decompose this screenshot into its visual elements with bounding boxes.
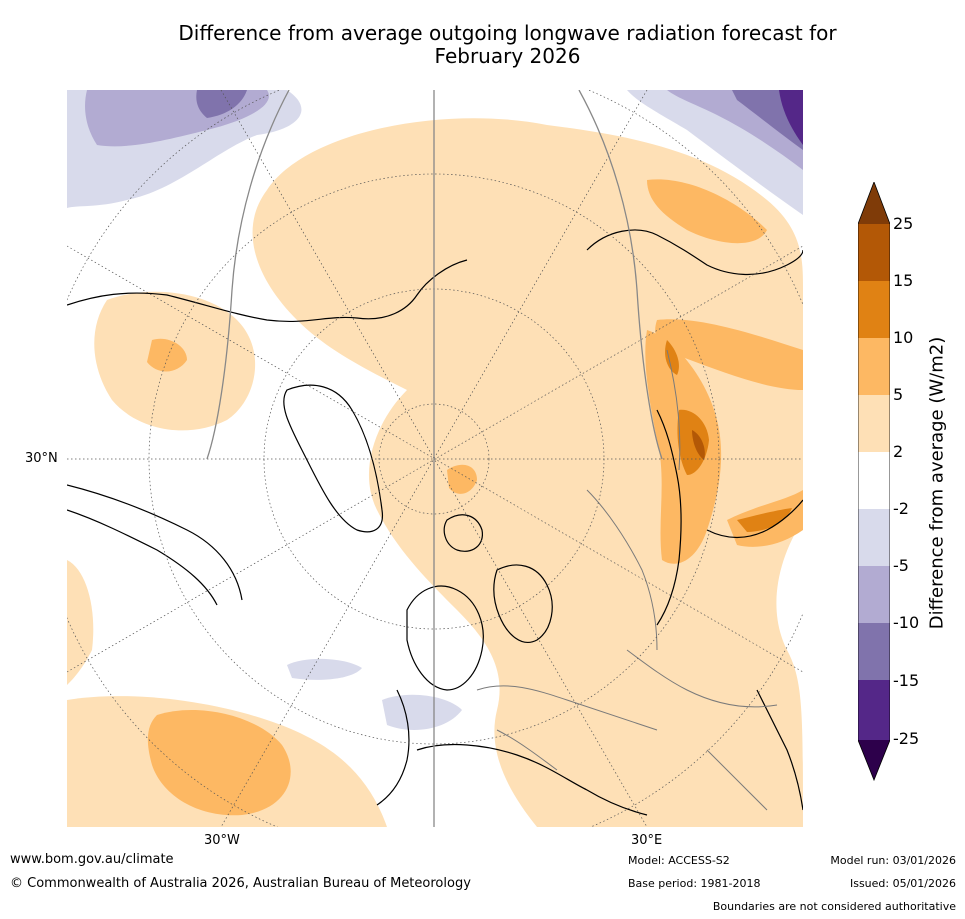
boundaries-disclaimer: Boundaries are not considered authoritat… — [712, 900, 956, 913]
colorbar-tick-5: 5 — [893, 385, 904, 404]
colorbar-bin-neg15-neg25 — [858, 680, 890, 740]
colorbar-min-arrow — [858, 740, 890, 780]
website-link[interactable]: www.bom.gov.au/climate — [10, 852, 174, 867]
colorbar-tick-neg5: -5 — [893, 556, 909, 575]
colorbar-title: Difference from average (W/m2) — [926, 336, 948, 630]
colorbar-bin-neutral — [858, 452, 890, 509]
colorbar-tick-15: 15 — [893, 271, 914, 290]
country-boundaries — [476, 349, 778, 811]
colorbar-tick-neg10: -10 — [893, 613, 920, 632]
negative-anomaly-regions — [67, 90, 803, 730]
copyright-text: © Commonwealth of Australia 2026, Austra… — [10, 876, 471, 891]
model-label: Model: ACCESS-S2 — [628, 854, 730, 867]
polar-map — [67, 90, 803, 827]
colorbar — [857, 180, 891, 782]
colorbar-bin-15-25 — [858, 224, 890, 281]
base-period-label: Base period: 1981-2018 — [628, 877, 761, 890]
colorbar-max-arrow — [858, 182, 890, 224]
lon-label-30w: 30°W — [204, 833, 240, 848]
colorbar-tick-2: 2 — [893, 442, 904, 461]
colorbar-bin-neg10-neg15 — [858, 623, 890, 680]
issued-label: Issued: 05/01/2026 — [849, 877, 956, 890]
colorbar-tick-neg25: -25 — [893, 729, 920, 748]
colorbar-bin-neg2-neg5 — [858, 509, 890, 566]
colorbar-tick-neg2: -2 — [893, 499, 909, 518]
colorbar-tick-25: 25 — [893, 214, 914, 233]
map-title-line2: February 2026 — [434, 44, 581, 68]
lat-label-30n: 30°N — [25, 451, 58, 466]
colorbar-tick-neg15: -15 — [893, 671, 920, 690]
map-title-line1: Difference from average outgoing longwav… — [178, 21, 837, 45]
colorbar-bin-neg5-neg10 — [858, 566, 890, 623]
colorbar-tick-10: 10 — [893, 328, 914, 347]
model-run-label: Model run: 03/01/2026 — [830, 854, 956, 867]
colorbar-bin-2-5 — [858, 395, 890, 452]
map-title: Difference from average outgoing longwav… — [100, 22, 915, 68]
graticule-solid — [206, 90, 663, 827]
lon-label-30e: 30°E — [631, 833, 663, 848]
positive-anomaly-regions — [67, 118, 803, 827]
colorbar-bin-10-15 — [858, 281, 890, 338]
colorbar-bin-5-10 — [858, 338, 890, 395]
